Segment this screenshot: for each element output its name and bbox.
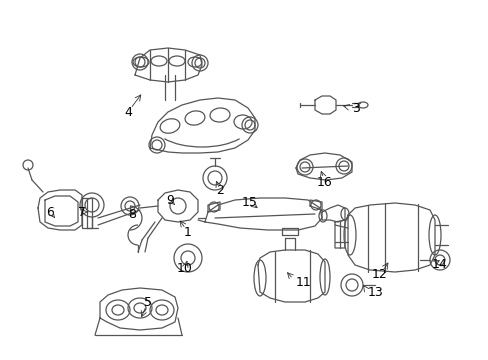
Text: 13: 13 xyxy=(367,285,383,298)
Text: 7: 7 xyxy=(78,206,86,219)
Text: 10: 10 xyxy=(177,261,193,274)
Text: 16: 16 xyxy=(317,175,332,189)
Text: 2: 2 xyxy=(216,184,224,197)
Text: 14: 14 xyxy=(431,258,447,271)
Text: 11: 11 xyxy=(295,275,311,288)
Text: 12: 12 xyxy=(371,269,387,282)
Text: 8: 8 xyxy=(128,208,136,221)
Text: 9: 9 xyxy=(166,194,174,207)
Text: 1: 1 xyxy=(183,225,192,238)
Text: 15: 15 xyxy=(242,195,257,208)
Text: 5: 5 xyxy=(143,296,152,309)
Text: 3: 3 xyxy=(351,102,359,114)
Text: 6: 6 xyxy=(46,206,54,219)
Text: 4: 4 xyxy=(124,105,132,118)
